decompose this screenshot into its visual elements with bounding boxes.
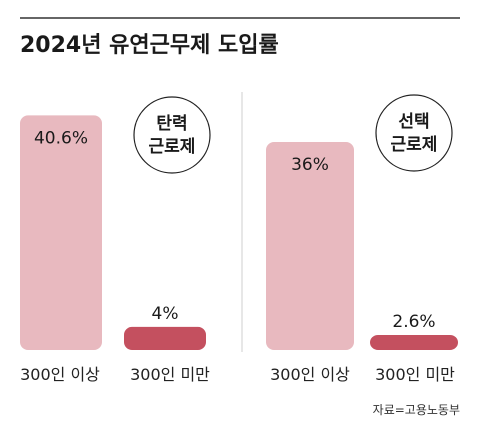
bar-large-company [266, 142, 354, 350]
value-label-small-company: 4% [152, 304, 179, 324]
value-label-large-company: 36% [291, 155, 329, 175]
badge-line2: 근로제 [149, 137, 196, 157]
category-label-large-company: 300인 이상 [20, 365, 100, 384]
category-label-large-company: 300인 이상 [270, 365, 350, 384]
value-label-large-company: 40.6% [34, 128, 88, 148]
source-note: 자료=고용노동부 [373, 403, 460, 417]
badge-circle [375, 94, 453, 172]
panel-flex-work: 40.6% 4% 300인 이상 300인 미만 탄력 근로제 [20, 96, 211, 384]
badge-line1: 선택 [398, 112, 429, 132]
badge-line1: 탄력 [156, 114, 187, 134]
badge-line2: 근로제 [391, 135, 438, 155]
bar-small-company [124, 326, 206, 350]
chart-title: 2024년 유연근무제 도입률 [20, 33, 279, 58]
bar-small-company [370, 334, 458, 350]
panel-selective-work: 36% 2.6% 300인 이상 300인 미만 선택 근로제 [266, 94, 458, 384]
category-label-small-company: 300인 미만 [130, 365, 210, 384]
badge-circle [133, 96, 211, 174]
bar-large-company [20, 115, 102, 350]
category-label-small-company: 300인 미만 [375, 365, 455, 384]
value-label-small-company: 2.6% [392, 312, 435, 332]
